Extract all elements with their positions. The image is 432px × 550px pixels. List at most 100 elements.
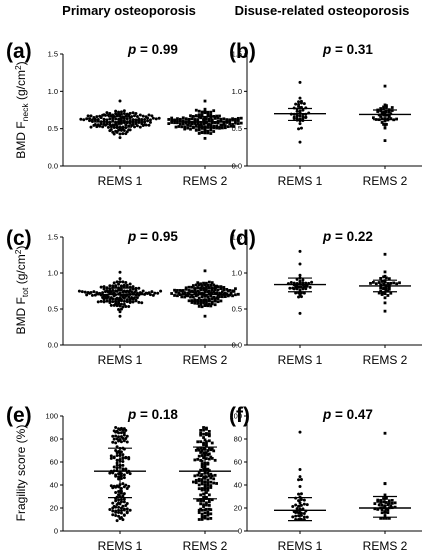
data-point xyxy=(114,434,118,438)
data-point xyxy=(213,284,217,288)
data-point xyxy=(119,302,123,306)
data-point xyxy=(180,289,184,293)
data-point xyxy=(288,286,292,290)
data-point xyxy=(213,297,217,301)
data-point xyxy=(207,432,211,436)
y-tick-label: 60 xyxy=(234,458,242,467)
data-point xyxy=(119,476,123,480)
data-point xyxy=(299,99,303,103)
data-point xyxy=(389,281,393,285)
data-point xyxy=(385,106,388,110)
data-point xyxy=(382,110,385,114)
data-point xyxy=(121,482,125,486)
data-point xyxy=(115,453,119,457)
data-point xyxy=(386,117,390,121)
data-point xyxy=(147,291,151,295)
data-point xyxy=(297,492,301,496)
data-point xyxy=(151,116,155,120)
data-point xyxy=(173,121,176,125)
data-point xyxy=(119,284,123,288)
data-point xyxy=(92,290,96,294)
data-point xyxy=(125,502,129,506)
data-point xyxy=(383,270,387,274)
data-point xyxy=(119,497,123,501)
data-point xyxy=(138,113,142,117)
data-point xyxy=(194,481,198,485)
data-point xyxy=(377,503,381,507)
data-point xyxy=(210,297,214,301)
data-point xyxy=(295,116,299,120)
data-point xyxy=(112,455,116,459)
data-point xyxy=(183,127,187,131)
x-category-label: REMS 2 xyxy=(183,353,228,367)
data-point xyxy=(197,479,201,483)
data-point xyxy=(135,296,139,300)
data-point xyxy=(234,117,237,121)
data-point xyxy=(173,288,176,292)
data-point xyxy=(202,443,205,447)
data-point xyxy=(148,120,152,124)
data-point xyxy=(119,426,123,430)
data-point xyxy=(200,515,204,519)
data-point xyxy=(109,128,113,132)
data-point xyxy=(212,109,216,113)
data-point xyxy=(385,113,388,117)
data-point xyxy=(193,288,197,292)
data-point xyxy=(109,454,113,458)
data-point xyxy=(114,513,118,517)
data-point xyxy=(194,108,198,112)
data-point xyxy=(379,500,383,504)
data-point xyxy=(199,123,203,127)
data-point xyxy=(222,286,226,289)
data-point xyxy=(225,118,229,122)
p-value-label: p = 0.95 xyxy=(127,229,178,244)
data-point xyxy=(213,292,217,295)
data-point xyxy=(131,111,135,115)
panel-b: (b) p = 0.31 0.0 0.5 1.0 1.5 REMS 1 REMS 2 xyxy=(229,40,422,188)
data-point xyxy=(122,431,126,435)
data-point xyxy=(178,122,182,126)
data-point xyxy=(202,441,205,445)
data-point xyxy=(299,285,303,289)
data-point xyxy=(114,109,118,113)
data-point xyxy=(119,487,123,491)
data-point xyxy=(239,121,243,125)
data-point xyxy=(133,114,136,118)
panel-letter: (a) xyxy=(6,40,32,63)
data-point xyxy=(234,287,237,291)
data-point xyxy=(176,117,179,121)
data-point xyxy=(200,454,204,457)
data-point xyxy=(216,300,220,304)
data-point xyxy=(206,467,210,471)
data-point xyxy=(218,114,221,118)
data-point xyxy=(89,114,93,118)
data-point xyxy=(291,515,295,519)
data-point xyxy=(222,122,226,126)
data-point xyxy=(203,131,207,135)
data-point xyxy=(121,467,125,471)
data-point xyxy=(114,302,118,306)
data-point xyxy=(197,123,201,127)
data-point xyxy=(382,516,385,520)
data-point xyxy=(232,125,236,128)
data-point xyxy=(216,297,220,300)
data-point xyxy=(200,126,204,130)
data-point xyxy=(121,463,125,467)
data-point xyxy=(297,100,301,104)
data-point xyxy=(88,117,92,121)
data-point xyxy=(291,286,295,290)
data-point xyxy=(199,446,203,450)
data-point xyxy=(200,482,204,486)
data-point xyxy=(178,119,182,123)
data-point xyxy=(108,112,112,116)
data-point xyxy=(193,474,197,478)
data-point xyxy=(392,281,396,285)
data-point xyxy=(222,288,226,292)
data-point xyxy=(177,291,181,295)
data-point xyxy=(199,502,203,506)
data-point xyxy=(89,291,93,295)
p-value-label: p = 0.47 xyxy=(322,407,373,422)
data-point xyxy=(385,501,388,504)
data-point xyxy=(299,126,303,130)
